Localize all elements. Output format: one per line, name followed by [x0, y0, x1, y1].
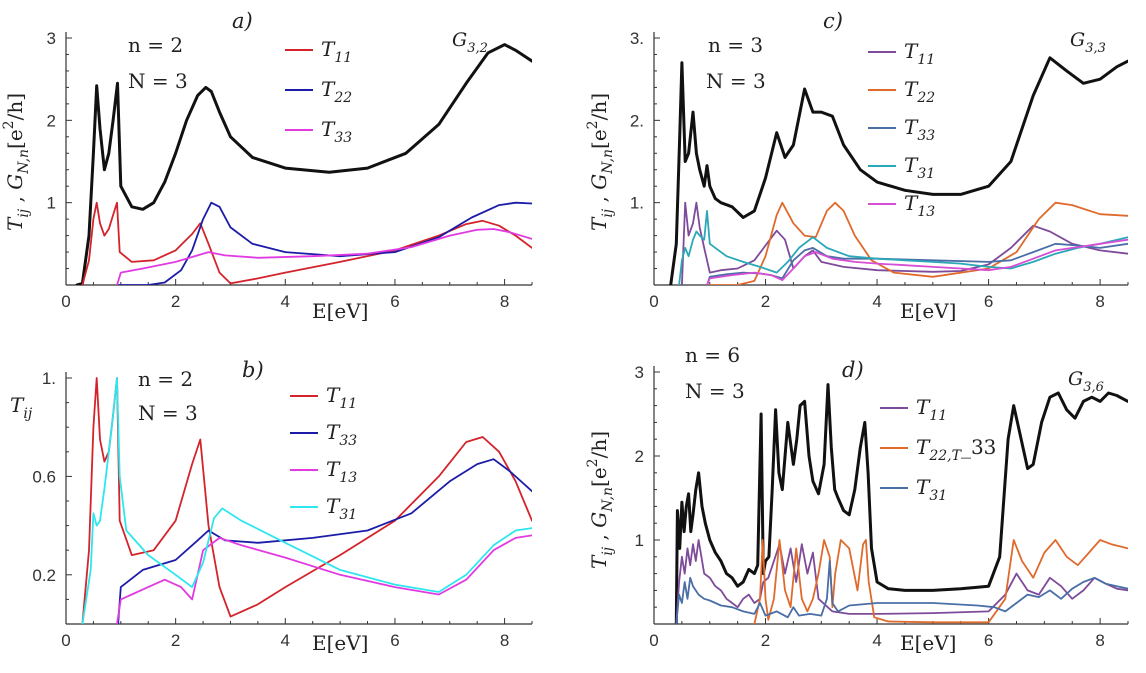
panel-b: 0 2 4 6 8 0.2 0.6 1. E[eV] Tij​ b) n = 2 N = 3 T11​ T3… — [10, 358, 533, 655]
y-tick-label: 1. — [42, 369, 56, 388]
curve-label-g: G3,3​ — [1070, 29, 1106, 56]
annotation: n = 3 — [708, 33, 763, 57]
legend-label: T22,T​_33 — [916, 435, 996, 464]
panel-label: b) — [242, 358, 264, 382]
panel-a: 0 2 4 6 8 1 2 3 E[eV] Tij​ , GN,n​[e2​/h] a) n = 2 N… — [1, 9, 533, 323]
x-tick-label: 2 — [171, 631, 180, 650]
x-tick-label: 6 — [984, 292, 993, 311]
y-tick-label: 1. — [630, 194, 644, 213]
annotation: n = 2 — [138, 367, 193, 391]
series-line-g-3-2 — [75, 43, 532, 285]
y-tick-label: 0.6 — [32, 467, 56, 486]
y-tick-label: 3 — [47, 29, 56, 48]
x-tick-label: 4 — [872, 631, 881, 650]
panel-d: 0 2 4 6 8 1 2 3 E[eV] Tij​ , GN,n​[e2​/h] d) n = 6 N… — [585, 343, 1129, 655]
x-tick-label: 2 — [171, 292, 180, 311]
legend-label: T33​ — [326, 420, 357, 449]
series-line-t-33 — [117, 458, 532, 624]
x-tick-label: 0 — [649, 631, 658, 650]
x-tick-label: 8 — [500, 292, 509, 311]
annotation: n = 6 — [685, 343, 740, 367]
series-line-t-11 — [81, 377, 532, 624]
x-tick-label: 8 — [1095, 631, 1104, 650]
series-line-t-31 — [675, 560, 1128, 624]
y-tick-label: 1 — [635, 531, 644, 550]
x-tick-label: 0 — [61, 631, 70, 650]
series-line-t-33 — [706, 242, 1128, 285]
annotation: N = 3 — [685, 379, 745, 403]
series-line-t-11 — [81, 201, 532, 285]
x-tick-label: 4 — [872, 292, 881, 311]
panel-label: c) — [823, 9, 843, 33]
series-line-g-3-3 — [669, 56, 1128, 285]
series-line-t-22 — [117, 201, 532, 285]
x-axis-label: E[eV] — [312, 299, 368, 323]
x-tick-label: 2 — [761, 292, 770, 311]
x-tick-label: 6 — [390, 631, 399, 650]
legend-label: T11​ — [321, 37, 352, 66]
panel-c: 0 2 4 6 8 1. 2. 3. E[eV] Tij​ , GN,n​[e2​/h] c) n =… — [585, 9, 1129, 323]
x-tick-label: 0 — [61, 292, 70, 311]
x-tick-label: 8 — [1095, 292, 1104, 311]
y-axis-label: Tij​ , GN,n​[e2​/h] — [1, 93, 32, 231]
y-tick-label: 1 — [47, 194, 56, 213]
legend-label: T11​ — [916, 395, 947, 424]
series-line-t-31 — [678, 209, 1128, 285]
x-axis-label: E[eV] — [312, 631, 368, 655]
x-tick-label: 4 — [281, 631, 290, 650]
series-line-g-3-6 — [674, 383, 1128, 624]
series-line-t-22-t-33 — [753, 539, 1128, 624]
y-tick-label: 2. — [630, 111, 644, 130]
x-tick-label: 2 — [761, 631, 770, 650]
x-axis-label: E[eV] — [900, 299, 956, 323]
legend-label: T33​ — [321, 117, 352, 146]
legend-label: T11​ — [326, 383, 357, 412]
series-line-t-13 — [116, 534, 532, 624]
legend-label: T31​ — [916, 475, 947, 504]
x-tick-label: 8 — [500, 631, 509, 650]
series-line-t-13 — [706, 238, 1128, 285]
panel-label: d) — [842, 358, 864, 382]
legend-label: T31​ — [904, 153, 935, 182]
annotation: n = 2 — [128, 33, 183, 57]
legend-label: T22​ — [321, 77, 352, 106]
y-axis-label: Tij​ , GN,n​[e2​/h] — [585, 431, 616, 569]
panel-label: a) — [232, 9, 253, 33]
legend-label: T13​ — [326, 457, 357, 486]
legend-label: T31​ — [326, 494, 357, 523]
annotation: N = 3 — [128, 69, 188, 93]
y-tick-label: 3. — [630, 29, 644, 48]
annotation: N = 3 — [706, 69, 766, 93]
y-tick-label: 2 — [635, 447, 644, 466]
annotation: N = 3 — [138, 401, 198, 425]
legend-label: T22​ — [904, 77, 935, 106]
y-axis-label: Tij​ , GN,n​[e2​/h] — [585, 93, 616, 231]
y-tick-label: 2 — [47, 111, 56, 130]
series-line-t-33 — [116, 228, 532, 285]
legend-label: T11​ — [904, 39, 935, 68]
x-axis-label: E[eV] — [900, 631, 956, 655]
series-line-t-22 — [708, 201, 1128, 285]
legend-label: T33​ — [904, 115, 935, 144]
x-tick-label: 4 — [281, 292, 290, 311]
y-tick-label: 3 — [635, 363, 644, 382]
x-tick-label: 6 — [984, 631, 993, 650]
curve-label-g: G3,2​ — [452, 29, 488, 56]
series-line-t-31 — [81, 377, 532, 624]
y-tick-label: 0.2 — [32, 566, 56, 585]
legend-label: T13​ — [904, 191, 935, 220]
x-tick-label: 6 — [390, 292, 399, 311]
y-axis-label: Tij​ — [10, 393, 33, 422]
curve-label-g: G3,6​ — [1068, 368, 1104, 395]
x-tick-label: 0 — [649, 292, 658, 311]
